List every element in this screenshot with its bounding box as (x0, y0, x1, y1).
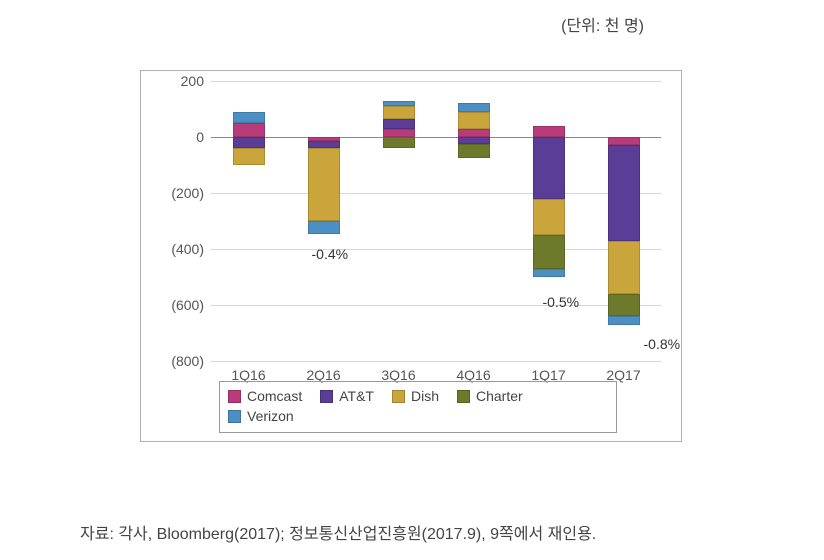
stacked-bar-chart: 2000(200)(400)(600)(800)1Q162Q163Q164Q16… (140, 70, 682, 442)
legend-item: Dish (392, 388, 439, 404)
legend-label: Charter (476, 388, 523, 404)
bar-segment-dish (608, 241, 640, 294)
annotation-label: -0.5% (543, 294, 580, 310)
bar-segment-dish (233, 148, 265, 165)
bar-column (308, 81, 340, 361)
bar-column (383, 81, 415, 361)
bar-segment-verizon (608, 316, 640, 324)
gridline (211, 81, 661, 82)
legend-swatch (457, 390, 470, 403)
bar-segment-att (308, 141, 340, 148)
bar-segment-dish (533, 199, 565, 235)
legend-item: Charter (457, 388, 523, 404)
bar-segment-comcast (383, 129, 415, 137)
bar-segment-comcast (233, 123, 265, 137)
legend-label: Dish (411, 388, 439, 404)
legend-swatch (392, 390, 405, 403)
y-tick-label: (800) (149, 353, 204, 369)
y-tick-label: (400) (149, 241, 204, 257)
legend-swatch (228, 410, 241, 423)
bar-segment-att (608, 145, 640, 240)
bar-column (458, 81, 490, 361)
annotation-label: -0.4% (312, 246, 349, 262)
bar-column (533, 81, 565, 361)
legend-item: AT&T (320, 388, 374, 404)
gridline (211, 193, 661, 194)
bar-segment-att (458, 137, 490, 144)
bar-segment-verizon (383, 101, 415, 107)
bar-segment-dish (308, 148, 340, 221)
plot-area: 2000(200)(400)(600)(800)1Q162Q163Q164Q16… (211, 81, 661, 361)
legend-item: Comcast (228, 388, 302, 404)
bar-segment-att (533, 137, 565, 199)
y-tick-label: 200 (149, 73, 204, 89)
legend-item: Verizon (228, 408, 294, 424)
bar-column (608, 81, 640, 361)
y-tick-label: (200) (149, 185, 204, 201)
bar-segment-comcast (608, 137, 640, 145)
y-tick-label: (600) (149, 297, 204, 313)
bar-segment-charter (458, 144, 490, 158)
y-tick-label: 0 (149, 129, 204, 145)
bar-segment-charter (608, 294, 640, 316)
legend: Comcast AT&T Dish Charter Verizon (219, 381, 617, 433)
bar-segment-att (383, 119, 415, 129)
bar-segment-verizon (308, 221, 340, 234)
bar-segment-comcast (458, 129, 490, 137)
legend-swatch (228, 390, 241, 403)
bar-segment-verizon (233, 112, 265, 123)
legend-label: AT&T (339, 388, 374, 404)
bar-segment-att (233, 137, 265, 148)
legend-swatch (320, 390, 333, 403)
annotation-label: -0.8% (644, 336, 681, 352)
bar-segment-charter (383, 137, 415, 148)
legend-label: Comcast (247, 388, 302, 404)
gridline (211, 249, 661, 250)
bar-segment-verizon (533, 269, 565, 277)
legend-label: Verizon (247, 408, 294, 424)
bar-segment-comcast (533, 126, 565, 137)
bar-segment-charter (533, 235, 565, 269)
gridline (211, 361, 661, 362)
bar-segment-dish (383, 106, 415, 119)
bar-segment-verizon (458, 103, 490, 111)
gridline (211, 305, 661, 306)
unit-label: (단위: 천 명) (561, 12, 644, 36)
zero-line (211, 137, 661, 138)
source-citation: 자료: 각사, Bloomberg(2017); 정보통신산업진흥원(2017.… (80, 520, 596, 544)
bar-column (233, 81, 265, 361)
bar-segment-dish (458, 112, 490, 129)
